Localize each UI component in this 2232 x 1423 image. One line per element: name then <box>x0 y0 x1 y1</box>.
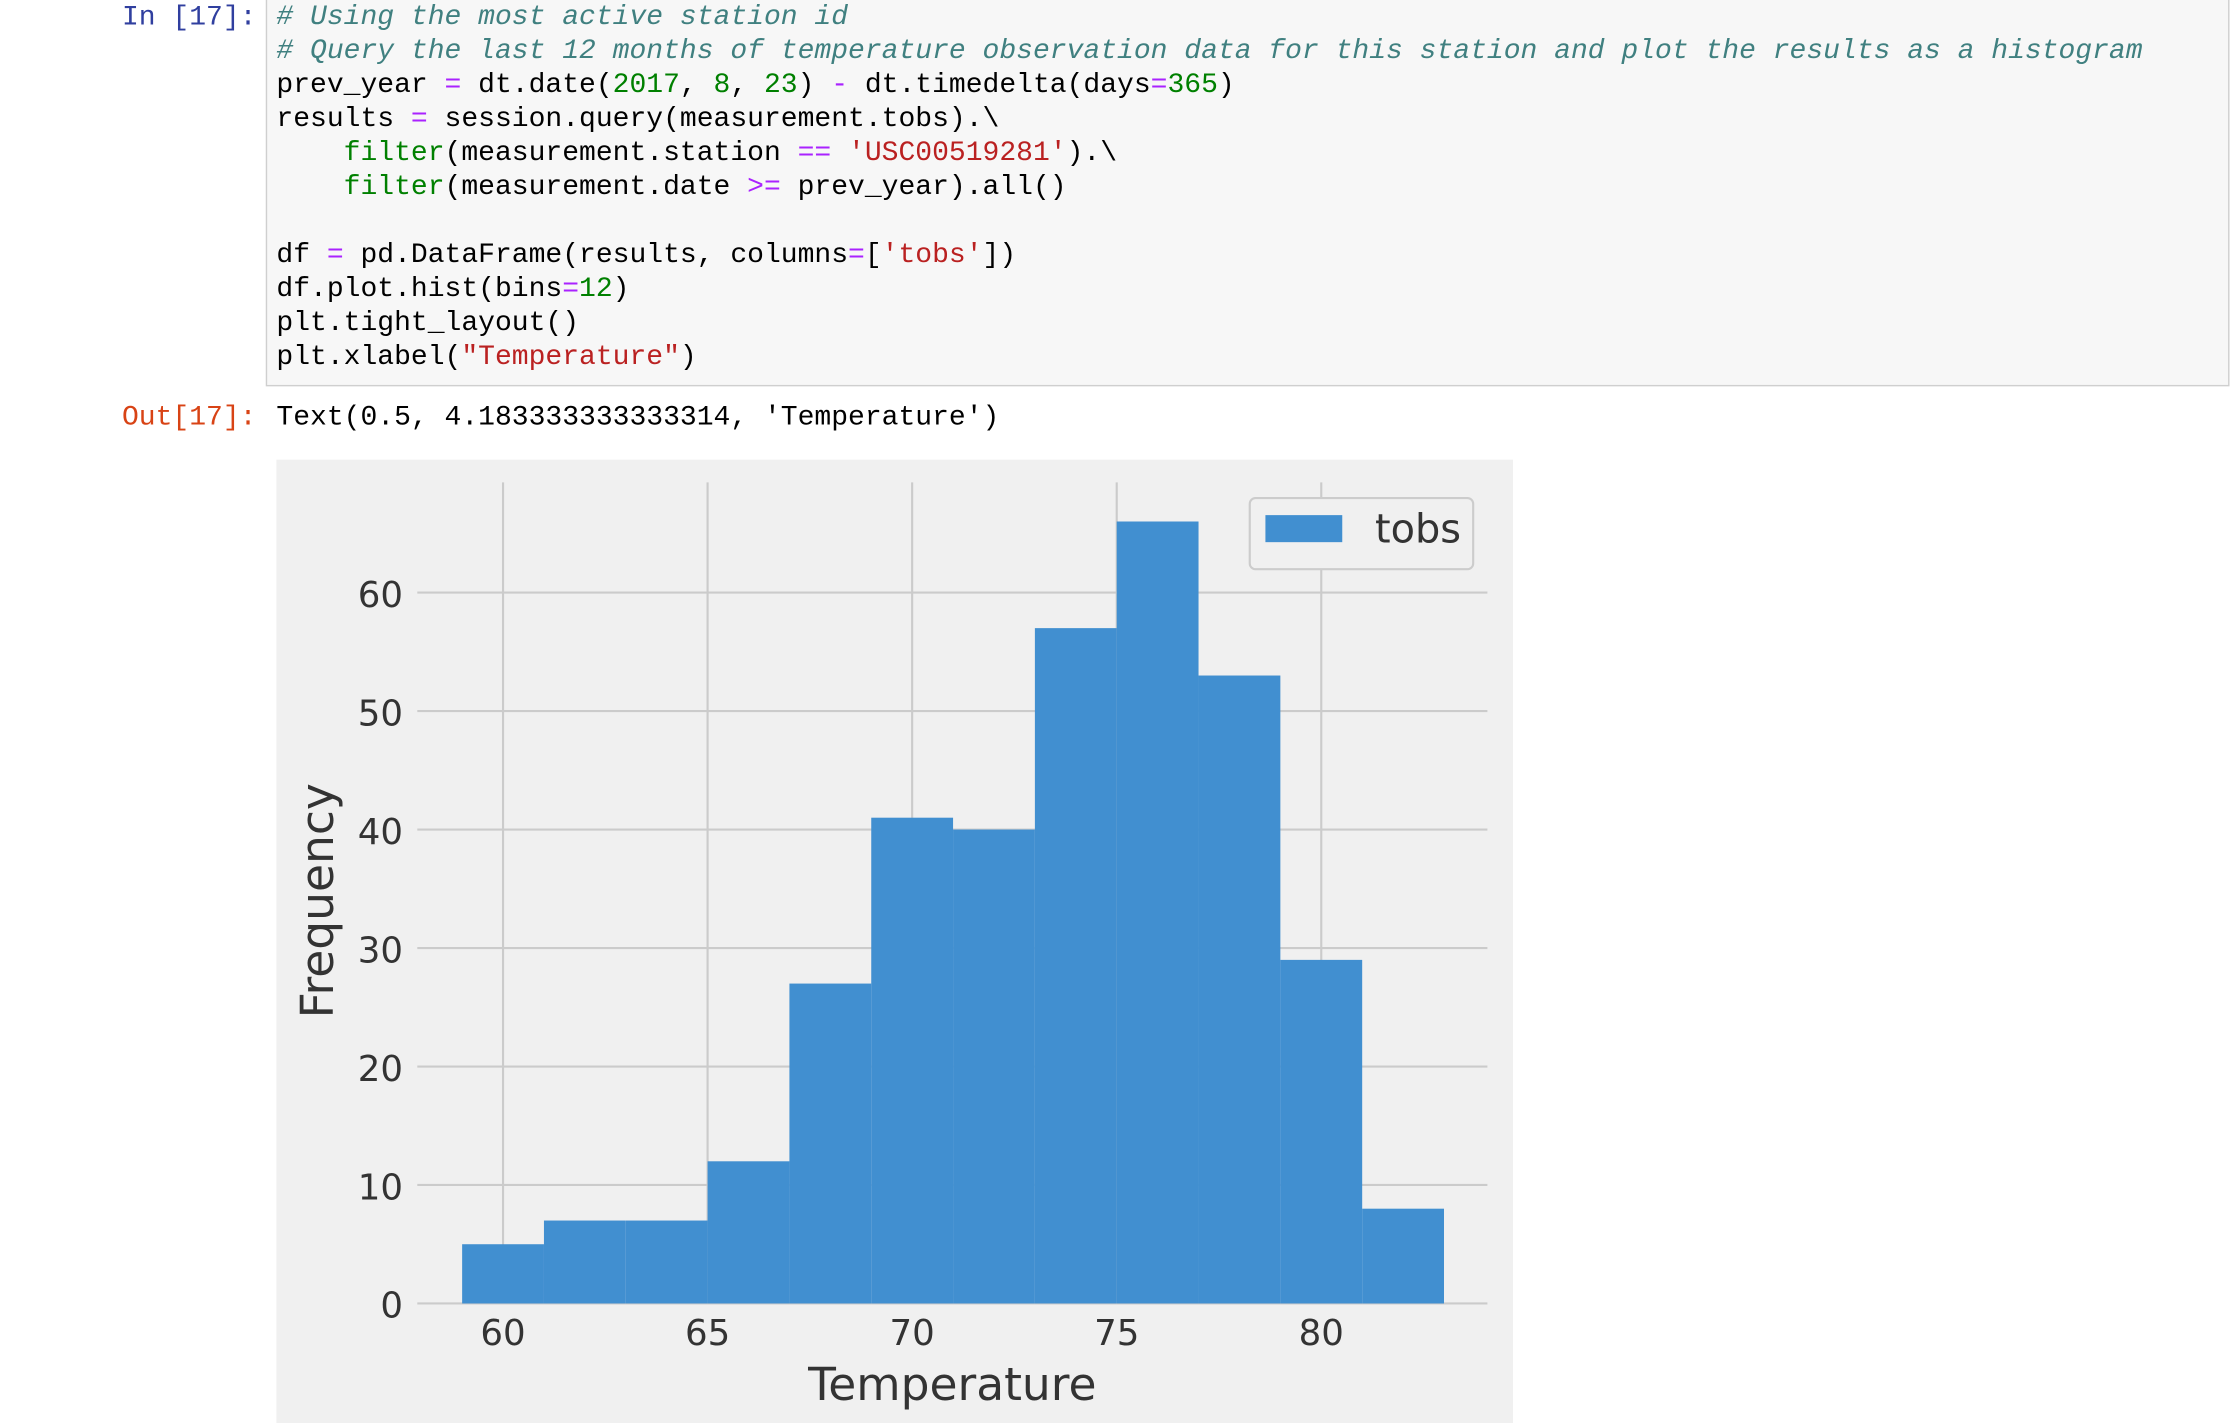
code-line: results = session.query(measurement.tobs… <box>276 105 999 136</box>
y-axis-label: Frequency <box>291 783 344 1018</box>
x-tick-label: 80 <box>1299 1313 1344 1354</box>
histogram-bar <box>1280 959 1363 1304</box>
code-token: = <box>848 241 865 272</box>
histogram-bar <box>953 829 1035 1304</box>
code-token: , <box>680 71 714 102</box>
code-token: >= <box>747 173 781 204</box>
code-line: # Query the last 12 months of temperatur… <box>276 36 2142 67</box>
x-tick-label: 65 <box>685 1313 730 1354</box>
x-tick-label: 70 <box>890 1313 935 1354</box>
code-token: # Using the most active station id <box>276 2 848 33</box>
code-line: df = pd.DataFrame(results, columns=['tob… <box>276 241 1016 272</box>
code-token: == <box>798 139 832 170</box>
code-token: 'USC00519281' <box>848 139 1067 170</box>
code-token: ) <box>613 275 630 306</box>
y-tick-label: 10 <box>358 1167 403 1208</box>
y-tick-label: 0 <box>380 1286 403 1327</box>
code-token: df.plot.hist(bins <box>276 275 562 306</box>
code-line: prev_year = dt.date(2017, 8, 23) - dt.ti… <box>276 71 1234 102</box>
code-token: 2017 <box>613 71 680 102</box>
x-tick-label: 60 <box>480 1313 525 1354</box>
code-token: 365 <box>1167 71 1217 102</box>
x-axis-label: Temperature <box>807 1358 1096 1411</box>
code-token: ) <box>1218 71 1235 102</box>
code-line: plt.xlabel("Temperature") <box>276 343 696 374</box>
code-line: filter(measurement.date >= prev_year).al… <box>276 173 1066 204</box>
code-line: filter(measurement.station == 'USC005192… <box>276 139 1117 170</box>
code-token <box>276 139 343 170</box>
code-token: (measurement.date <box>445 173 748 204</box>
histogram-bar <box>1198 675 1281 1304</box>
code-token: 8 <box>714 71 731 102</box>
code-token: plt.tight_layout() <box>276 309 579 340</box>
code-token: (measurement.station <box>445 139 798 170</box>
code-token: dt.date( <box>461 71 612 102</box>
code-token: dt.timedelta(days <box>848 71 1151 102</box>
code-token: = <box>411 105 428 136</box>
histogram-bar <box>1034 628 1117 1304</box>
code-line: plt.tight_layout() <box>276 309 579 340</box>
histogram-bar <box>543 1220 626 1304</box>
code-token: "Temperature" <box>461 343 680 374</box>
histogram-bar <box>1362 1208 1445 1304</box>
code-token: [ <box>865 241 882 272</box>
code-token <box>276 173 343 204</box>
histogram-bar <box>462 1244 544 1304</box>
code-token: ) <box>680 343 697 374</box>
code-token: session.query(measurement.tobs).\ <box>428 105 1000 136</box>
code-cell[interactable] <box>265 0 2230 387</box>
y-tick-label: 60 <box>358 575 403 616</box>
code-line: # Using the most active station id <box>276 2 848 33</box>
x-tick-label: 75 <box>1094 1313 1139 1354</box>
code-token: = <box>445 71 462 102</box>
code-line: df.plot.hist(bins=12) <box>276 275 629 306</box>
code-token: pd.DataFrame(results, columns <box>344 241 848 272</box>
code-token: filter <box>344 139 445 170</box>
code-token: ) <box>798 71 832 102</box>
code-token: = <box>562 275 579 306</box>
in-prompt: In [17]: <box>122 2 257 33</box>
code-token: prev_year <box>276 71 444 102</box>
output-text: Text(0.5, 4.183333333333314, 'Temperatur… <box>276 402 999 433</box>
y-tick-label: 20 <box>358 1049 403 1090</box>
code-token: 12 <box>579 275 613 306</box>
y-tick-label: 50 <box>358 693 403 734</box>
code-token <box>831 139 848 170</box>
code-token: ]) <box>983 241 1017 272</box>
histogram-bar <box>625 1220 708 1304</box>
histogram-bar <box>789 983 872 1304</box>
y-tick-label: 40 <box>358 812 403 853</box>
legend-label: tobs <box>1375 507 1461 553</box>
out-prompt: Out[17]: <box>122 402 257 433</box>
code-token: = <box>1151 71 1168 102</box>
code-token: = <box>327 241 344 272</box>
code-token: 23 <box>764 71 798 102</box>
histogram-bar <box>707 1161 790 1304</box>
y-tick-label: 30 <box>358 930 403 971</box>
code-token: results <box>276 105 411 136</box>
code-token: df <box>276 241 326 272</box>
code-token: prev_year).all() <box>781 173 1067 204</box>
histogram-bar <box>871 817 954 1304</box>
code-token: # Query the last 12 months of temperatur… <box>276 36 2142 67</box>
code-token: - <box>831 71 848 102</box>
code-token: 'tobs' <box>882 241 983 272</box>
code-token: ).\ <box>1067 139 1117 170</box>
legend-swatch <box>1265 515 1343 543</box>
code-token: filter <box>344 173 445 204</box>
histogram-bar <box>1116 521 1199 1304</box>
code-token: plt.xlabel( <box>276 343 461 374</box>
code-token: , <box>730 71 764 102</box>
